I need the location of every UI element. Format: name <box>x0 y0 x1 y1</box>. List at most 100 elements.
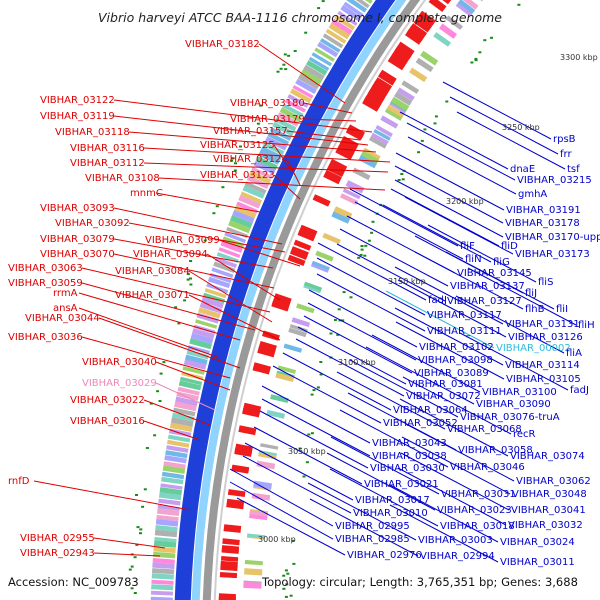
gene-label-left: VIBHAR_03116 <box>70 143 145 154</box>
leader-line <box>394 266 504 325</box>
leader-line <box>282 352 392 411</box>
cog-forward-block <box>154 529 178 538</box>
gc-mark <box>319 361 323 363</box>
leader-line <box>467 267 577 326</box>
cds-reverse-block <box>363 95 382 109</box>
leader-line <box>316 273 426 332</box>
gene-label-left: VIBHAR_03079 <box>40 234 115 245</box>
cog-forward-block <box>265 136 288 151</box>
backbone-inner-line <box>213 0 427 600</box>
cog-reverse-block <box>291 317 311 328</box>
cog-reverse-block <box>446 15 463 30</box>
cog-forward-block <box>164 455 187 464</box>
gene-label-left: mnmC <box>130 188 163 199</box>
leader-line <box>405 423 515 482</box>
cog-forward-block <box>311 52 333 67</box>
gc-mark <box>189 277 192 280</box>
gc-mark <box>474 57 478 60</box>
leader-line <box>98 317 241 369</box>
leader-line <box>93 537 166 549</box>
cog-reverse-block <box>386 104 405 118</box>
cog-forward-block <box>317 41 339 58</box>
gc-mark <box>135 494 138 496</box>
cog-forward-block <box>322 33 344 49</box>
leader-line <box>456 111 566 170</box>
gene-label-left: VIBHAR_03029 <box>82 378 157 389</box>
cds-reverse-block <box>312 194 331 207</box>
gene-label-right: VIBHAR_03126 <box>508 332 583 343</box>
cog-reverse-block <box>342 188 361 200</box>
leader-line <box>339 409 449 468</box>
gc-mark <box>321 0 325 3</box>
leader-line <box>401 436 511 495</box>
cds-reverse-block <box>442 0 452 5</box>
cds-reverse-block <box>223 524 242 533</box>
cds-reverse-block <box>238 425 257 436</box>
cds-reverse-block <box>387 57 405 71</box>
cog-forward-block <box>152 562 175 569</box>
cog-forward-block <box>249 170 272 185</box>
gc-mark <box>420 139 424 142</box>
gc-mark <box>341 319 345 322</box>
gc-mark <box>189 260 193 262</box>
cog-forward-block <box>279 107 302 122</box>
cog-forward-block <box>167 434 191 443</box>
leader-line <box>297 326 407 385</box>
leader-line <box>442 81 552 140</box>
cog-forward-block <box>211 267 234 279</box>
gc-mark <box>360 245 364 247</box>
cds-reverse-block <box>219 572 238 579</box>
cog-reverse-block <box>481 0 484 1</box>
leader-line <box>261 398 371 457</box>
leader-line <box>404 196 514 255</box>
gene-label-left: VIBHAR_03093 <box>40 203 115 214</box>
cog-forward-block <box>161 471 185 480</box>
gc-mark <box>336 333 340 336</box>
leader-line <box>78 292 241 341</box>
leader-line <box>402 376 512 435</box>
cds-reverse-block <box>293 239 312 251</box>
cog-forward-block <box>244 181 267 194</box>
leader-line <box>455 295 565 354</box>
cds-reverse-block <box>226 502 244 509</box>
cog-forward-block <box>185 354 208 365</box>
gene-label-right: VIBHAR_03117 <box>427 310 502 321</box>
label-leader-lines <box>33 43 577 563</box>
leader-line <box>295 338 405 397</box>
cds-reverse-block <box>290 246 309 260</box>
gene-label-left: VIBHAR_03108 <box>85 173 160 184</box>
leader-line <box>128 131 377 153</box>
gc-mark <box>292 562 296 565</box>
cog-forward-block <box>238 195 261 209</box>
gc-mark <box>234 162 237 165</box>
gene-label-left: VIBHAR_02955 <box>20 533 95 544</box>
gc-mark <box>319 373 323 376</box>
leader-line <box>244 442 354 501</box>
cog-forward-block <box>153 546 176 554</box>
cog-forward-block <box>343 1 364 17</box>
cog-reverse-block <box>296 303 315 314</box>
leader-line <box>303 315 413 374</box>
cog-forward-block <box>258 150 281 165</box>
kbp-label: 3200 kbp <box>446 197 484 206</box>
cog-forward-block <box>151 579 174 585</box>
gc-mark <box>423 128 427 131</box>
gene-label-right: VIBHAR_03052 <box>383 418 458 429</box>
gc-mark <box>135 543 139 546</box>
cog-reverse-block <box>396 87 415 101</box>
cog-reverse-block <box>270 394 289 403</box>
leader-line <box>78 307 221 359</box>
leader-line <box>365 346 475 405</box>
cog-reverse-block <box>373 129 391 141</box>
cog-reverse-block <box>247 533 266 539</box>
gene-label-right: VIBHAR_03100 <box>482 387 557 398</box>
gc-mark <box>287 54 291 57</box>
gene-label-right: VIBHAR_03021 <box>364 479 439 490</box>
gene-label-right: VIBHAR_03178 <box>505 218 580 229</box>
gene-label-right: VIBHAR_03062 <box>516 476 591 487</box>
gc-mark <box>291 539 295 542</box>
cog-forward-block <box>158 492 182 501</box>
gene-label-right: VIBHAR_03010 <box>353 508 428 519</box>
gene-label-right: VIBHAR_03076-truA <box>460 412 560 423</box>
gene-label-right: fliJ <box>525 288 537 299</box>
